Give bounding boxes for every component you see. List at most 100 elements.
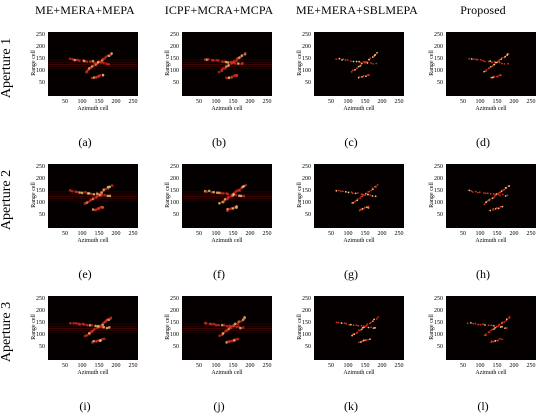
x-tick-label: 200 (111, 363, 121, 369)
y-tick-label: 200 (170, 308, 179, 314)
scatterer (102, 325, 106, 329)
scatterer (217, 323, 220, 327)
scatterer (375, 62, 378, 65)
scatterer (243, 51, 247, 55)
scatterer (498, 61, 501, 64)
y-tick-label: 100 (434, 200, 443, 206)
y-tick-label: 250 (36, 32, 45, 38)
scatterer (235, 325, 238, 328)
column-title: ICPF+MCRA+MCPA (164, 3, 274, 17)
y-tick-label: 150 (36, 188, 45, 194)
scatterer (215, 58, 218, 62)
scatterer (508, 185, 511, 187)
scatterer (492, 207, 495, 210)
scatterer (226, 61, 230, 64)
x-tick-label: 50 (196, 99, 202, 105)
scatterer (96, 324, 100, 328)
subfigure-panel: 250 200 150 100 50 50 100 150 200 250 Azimuth cell… (296, 30, 406, 130)
subfigure-caption: (l) (477, 399, 489, 413)
x-tick-label: 150 (492, 363, 502, 369)
scatterer (352, 202, 354, 204)
scatterer (90, 76, 94, 80)
scatterer (358, 329, 361, 332)
x-tick-label: 100 (211, 363, 221, 369)
scatterer (355, 324, 358, 327)
x-tick-label: 200 (377, 363, 387, 369)
scatterer (490, 76, 492, 79)
subfigure-panel: 250 200 150 100 50 50 100 150 200 250 Azimuth cell… (164, 294, 274, 394)
scatterer (241, 326, 245, 329)
y-tick-label: 200 (302, 176, 311, 182)
scatterer (489, 192, 492, 195)
y-tick-label: 50 (305, 344, 311, 350)
isar-image (446, 164, 536, 228)
scatterer (83, 323, 86, 326)
scatterer (98, 325, 102, 329)
scatterer (244, 183, 248, 187)
scatterer (86, 200, 90, 204)
scatterer (363, 206, 366, 209)
scatterer (497, 207, 500, 210)
scatterer (351, 192, 354, 195)
scatterer (110, 52, 113, 55)
x-tick-label: 250 (394, 363, 404, 369)
scatterer (358, 341, 360, 344)
y-tick-label: 100 (434, 332, 443, 338)
scatterer (231, 207, 235, 210)
x-tick-label: 200 (509, 99, 519, 105)
scatterer (339, 190, 342, 193)
subfigure-panel: 250 200 150 100 50 50 100 150 200 250 Azimuth cell… (164, 162, 274, 262)
y-tick-label: 200 (302, 308, 311, 314)
scatterer (499, 206, 502, 208)
isar-image-svg (48, 184, 138, 212)
x-tick-label: 100 (211, 99, 221, 105)
scatterer (226, 329, 229, 332)
scatterer (92, 61, 96, 64)
scatterer (374, 53, 377, 56)
x-tick-label: 250 (128, 363, 138, 369)
x-tick-label: 150 (94, 231, 104, 237)
scatterer (344, 190, 347, 193)
scatterer (501, 62, 503, 65)
scatterer (476, 58, 479, 61)
scatterer (239, 326, 242, 330)
y-tick-label: 50 (39, 344, 45, 350)
scatterer (243, 316, 246, 319)
sidelobe-streak (182, 328, 272, 329)
x-tick-label: 50 (460, 99, 466, 105)
subfigure-caption: (i) (79, 399, 91, 413)
subfigure-panel: 250 200 150 100 50 50 100 150 200 250 Azimuth cell… (164, 30, 274, 130)
x-tick-label: 250 (128, 99, 138, 105)
scatterer (373, 318, 376, 321)
scatterer (212, 322, 216, 326)
y-tick-label: 150 (302, 188, 311, 194)
scatterer (493, 195, 496, 198)
isar-image (48, 164, 138, 228)
scatterer (356, 198, 359, 201)
scatterer (485, 201, 488, 203)
x-tick-label: 150 (228, 231, 238, 237)
isar-image-svg (468, 52, 510, 79)
scatterer (203, 58, 207, 61)
scatterer (78, 59, 81, 62)
scatterer (364, 61, 367, 63)
scatterer (222, 192, 225, 195)
x-axis-label: Azimuth cell (211, 106, 243, 112)
y-tick-label: 250 (434, 164, 443, 170)
y-tick-label: 50 (305, 80, 311, 86)
scatterer (505, 318, 508, 321)
scatterer (484, 333, 487, 336)
scatterer (470, 190, 473, 192)
scatterer (348, 323, 351, 326)
subfigure-panel: 250 200 150 100 50 50 100 150 200 250 Azimuth cell… (30, 30, 140, 130)
scatterer (237, 62, 240, 65)
scatterer (369, 321, 372, 324)
scatterer (234, 338, 238, 341)
scatterer (85, 323, 89, 327)
scatterer (68, 57, 72, 60)
y-tick-label: 250 (170, 296, 179, 302)
scatterer (489, 65, 492, 68)
x-tick-label: 150 (492, 99, 502, 105)
x-tick-label: 200 (509, 363, 519, 369)
scatterer (489, 60, 492, 63)
